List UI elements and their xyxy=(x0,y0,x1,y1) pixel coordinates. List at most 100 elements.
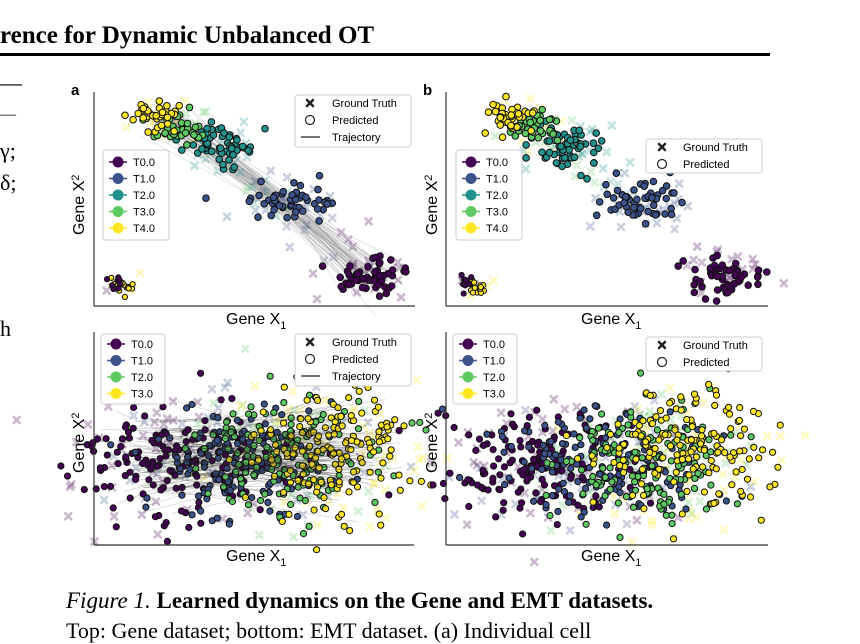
legend-time-label: T0.0 xyxy=(133,157,155,169)
predicted-point xyxy=(713,392,719,398)
predicted-point xyxy=(388,283,395,290)
ground-truth-mark xyxy=(624,521,630,527)
predicted-point xyxy=(503,93,510,100)
predicted-point xyxy=(558,143,565,150)
predicted-point xyxy=(184,120,191,127)
predicted-point xyxy=(192,124,199,131)
predicted-point xyxy=(667,400,673,406)
predicted-point xyxy=(189,512,195,518)
predicted-point xyxy=(668,211,675,218)
ground-truth-mark xyxy=(778,458,784,464)
predicted-point xyxy=(323,506,329,512)
predicted-point xyxy=(108,442,114,448)
ground-truth-mark xyxy=(355,508,361,514)
predicted-point xyxy=(509,421,515,427)
predicted-point xyxy=(656,437,662,443)
predicted-point xyxy=(497,114,504,121)
predicted-point xyxy=(126,286,131,291)
predicted-point xyxy=(554,137,561,144)
predicted-point xyxy=(196,499,202,505)
legend-dot xyxy=(466,206,477,217)
ground-truth-mark xyxy=(622,170,628,176)
predicted-point xyxy=(590,499,596,505)
predicted-point xyxy=(760,447,766,453)
figure-1: Gene X1 Gene X2 T0.0T1.0T2.0T3.0T4.0 Gro… xyxy=(0,0,860,580)
ground-truth-mark xyxy=(452,511,458,517)
predicted-point xyxy=(607,431,613,437)
predicted-point xyxy=(303,194,310,201)
predicted-point xyxy=(592,403,598,409)
predicted-point xyxy=(508,112,515,119)
predicted-point xyxy=(584,176,591,183)
x-axis-label: Gene X1 xyxy=(226,311,286,332)
predicted-point xyxy=(583,521,589,527)
legend-time-label: T2.0 xyxy=(483,372,505,384)
predicted-point xyxy=(770,449,776,455)
predicted-point xyxy=(459,272,464,277)
predicted-point xyxy=(641,183,648,190)
ground-truth-mark xyxy=(182,98,188,104)
predicted-point xyxy=(726,411,732,417)
predicted-point xyxy=(644,486,650,492)
predicted-point xyxy=(198,370,204,376)
predicted-point xyxy=(246,411,252,417)
predicted-point xyxy=(542,451,548,457)
ground-truth-mark xyxy=(252,383,258,389)
predicted-point xyxy=(490,475,496,481)
predicted-point xyxy=(123,454,129,460)
predicted-point xyxy=(508,443,514,449)
legend-time-label: T1.0 xyxy=(483,356,505,368)
predicted-point xyxy=(629,473,635,479)
predicted-point xyxy=(246,198,253,205)
predicted-point xyxy=(593,130,600,137)
predicted-point xyxy=(750,408,756,414)
ground-truth-mark xyxy=(479,498,485,504)
predicted-point xyxy=(531,498,537,504)
ground-truth-mark xyxy=(523,166,529,172)
legend-time-label: T3.0 xyxy=(486,207,508,219)
predicted-point xyxy=(728,426,734,432)
predicted-point xyxy=(610,195,617,202)
predicted-point xyxy=(533,490,539,496)
legend-markers: Ground Truth Predicted xyxy=(646,139,762,173)
ground-truth-mark xyxy=(291,534,297,540)
predicted-point xyxy=(501,449,507,455)
predicted-point xyxy=(239,143,246,150)
predicted-point xyxy=(407,478,413,484)
predicted-point xyxy=(708,482,714,488)
ground-truth-mark xyxy=(765,433,771,439)
predicted-point xyxy=(370,277,377,284)
predicted-point xyxy=(375,404,381,410)
ground-truth-mark xyxy=(154,410,160,416)
predicted-point xyxy=(229,396,235,402)
legend-ground-truth: Ground Truth xyxy=(683,142,748,154)
predicted-point xyxy=(556,486,562,492)
predicted-point xyxy=(122,424,128,430)
caption-bold-title: Learned dynamics on the Gene and EMT dat… xyxy=(157,588,654,613)
predicted-point xyxy=(508,122,515,129)
predicted-point xyxy=(617,490,623,496)
legend-dot xyxy=(113,223,124,234)
predicted-point xyxy=(164,103,171,110)
ground-truth-mark xyxy=(340,505,346,511)
predicted-point xyxy=(346,489,352,495)
predicted-point xyxy=(645,208,652,215)
predicted-point xyxy=(642,221,649,228)
predicted-point xyxy=(657,408,663,414)
predicted-point xyxy=(722,450,728,456)
predicted-point xyxy=(490,447,496,453)
predicted-point xyxy=(642,439,648,445)
predicted-point xyxy=(284,214,291,221)
predicted-point xyxy=(475,482,481,488)
legend-dot xyxy=(111,388,122,399)
ground-truth-mark xyxy=(699,259,705,265)
predicted-point xyxy=(499,433,505,439)
legend-time-label: T1.0 xyxy=(131,356,153,368)
predicted-point xyxy=(171,128,178,135)
ground-truth-mark xyxy=(572,174,578,180)
predicted-point xyxy=(777,422,783,428)
predicted-point xyxy=(663,195,670,202)
predicted-point xyxy=(672,427,678,433)
predicted-point xyxy=(396,428,402,434)
predicted-point xyxy=(734,501,740,507)
